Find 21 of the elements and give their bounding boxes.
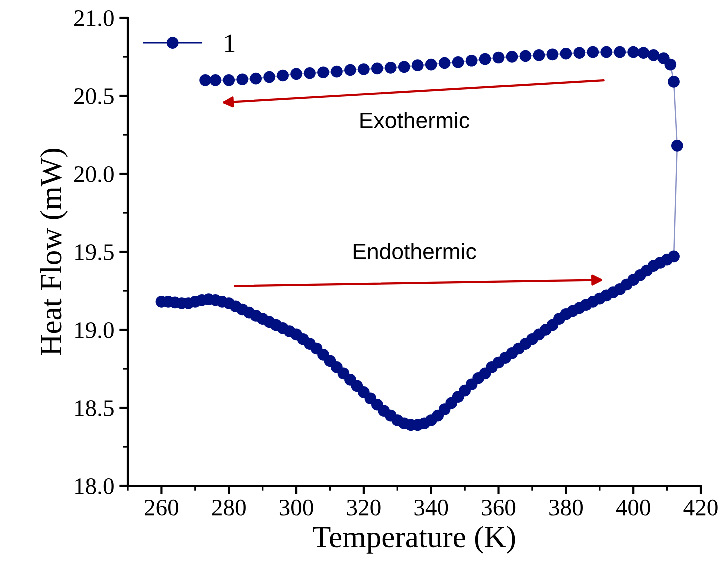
x-tick-label: 420 bbox=[684, 500, 718, 516]
y-tick-label: 18.0 bbox=[76, 478, 114, 495]
y-tick-label: 18.5 bbox=[76, 400, 114, 417]
x-tick-label: 320 bbox=[347, 500, 381, 516]
y-tick-label: 21.0 bbox=[74, 10, 114, 27]
annotation: Endothermic bbox=[354, 243, 476, 260]
annotation: Exothermic bbox=[360, 112, 470, 128]
y-tick-label: 19.5 bbox=[76, 244, 114, 261]
x-tick-label: 360 bbox=[482, 500, 516, 516]
x-axis-title: Temperature (K) bbox=[313, 526, 516, 554]
x-tick-label: 400 bbox=[616, 500, 650, 516]
x-tick-label: 340 bbox=[414, 500, 448, 516]
x-tick-label: 300 bbox=[280, 500, 314, 516]
y-tick-label: 19.0 bbox=[76, 322, 114, 339]
x-tick-label: 260 bbox=[145, 500, 179, 516]
y-axis-title: Heat Flow (mW) bbox=[40, 148, 68, 356]
y-tick-label: 20.0 bbox=[74, 166, 114, 183]
x-tick-label: 380 bbox=[550, 500, 583, 516]
x-tick-label: 280 bbox=[212, 500, 246, 516]
y-tick-label: 20.5 bbox=[74, 88, 114, 105]
legend-label: 1 bbox=[225, 34, 235, 52]
